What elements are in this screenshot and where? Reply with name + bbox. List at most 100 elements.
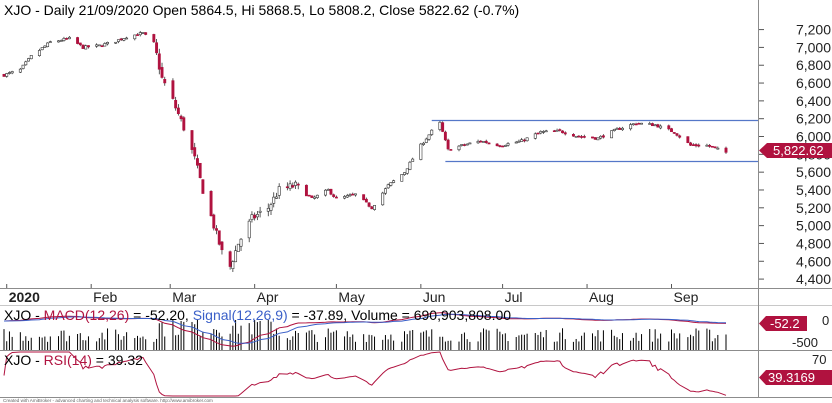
last-price-badge: 5,822.62 xyxy=(759,143,832,158)
candle-down xyxy=(678,135,682,138)
candle-down xyxy=(501,145,505,148)
candle-down xyxy=(449,149,453,151)
candle-up xyxy=(392,180,396,183)
candle-down xyxy=(304,184,308,197)
candle-down xyxy=(307,194,311,197)
candle-up xyxy=(465,143,469,146)
candle-down xyxy=(87,45,90,48)
macd-prefix: XJO - xyxy=(4,307,44,323)
candle-up xyxy=(517,140,521,143)
candle-up xyxy=(250,214,254,220)
candle-down xyxy=(443,131,447,141)
candle-down xyxy=(580,136,584,138)
candle-down xyxy=(65,38,69,40)
candle-down xyxy=(708,145,712,147)
candle-down xyxy=(479,140,483,143)
candle-down xyxy=(522,139,526,142)
x-tick-label: Aug xyxy=(589,289,614,305)
candle-up xyxy=(389,182,393,186)
x-tick-label: Jun xyxy=(423,289,446,305)
candle-down xyxy=(285,186,289,189)
candle-up xyxy=(247,220,251,239)
candle-down xyxy=(198,162,202,178)
candle-down xyxy=(672,132,676,134)
candle-up xyxy=(640,122,643,125)
candle-up xyxy=(324,189,327,196)
candle-up xyxy=(506,143,510,146)
candle-up xyxy=(67,36,71,40)
candle-down xyxy=(351,193,355,196)
candle-up xyxy=(555,129,559,132)
candle-down xyxy=(2,74,6,77)
candle-up xyxy=(422,142,426,145)
candle-down xyxy=(155,42,159,54)
price-y-tick-label: 5,000 xyxy=(796,218,831,234)
macd-value-badge: -52.2 xyxy=(759,316,807,331)
candle-up xyxy=(141,32,145,34)
candle-down xyxy=(675,133,679,136)
candle-down xyxy=(157,53,161,70)
last-price-label: 5,822.62 xyxy=(773,143,824,158)
candle-up xyxy=(138,32,142,36)
candle-up xyxy=(705,144,709,147)
candle-down xyxy=(561,130,564,134)
candle-down xyxy=(689,142,693,146)
candle-down xyxy=(593,137,597,140)
candle-up xyxy=(258,210,262,213)
x-tick-label: Sep xyxy=(674,289,699,305)
candle-up xyxy=(348,194,352,197)
x-tick-label: Feb xyxy=(93,289,117,305)
candle-up xyxy=(5,73,9,77)
candle-up xyxy=(716,147,720,150)
x-tick-label: Mar xyxy=(172,289,196,305)
candle-up xyxy=(236,243,240,252)
candle-up xyxy=(408,161,412,170)
candle-up xyxy=(106,42,109,45)
price-y-tick-label: 4,400 xyxy=(796,271,831,287)
macd-label: MACD(12,26) xyxy=(44,307,130,323)
candle-down xyxy=(296,183,300,186)
price-y-tick-label: 7,200 xyxy=(796,22,831,38)
candle-down xyxy=(650,123,654,127)
last-price-badge-shape xyxy=(759,143,832,158)
candlestick-series xyxy=(2,30,728,272)
candle-down xyxy=(144,32,148,35)
candle-up xyxy=(269,204,273,211)
candle-down xyxy=(310,195,314,198)
candle-down xyxy=(487,142,491,145)
candle-down xyxy=(591,136,594,139)
candle-down xyxy=(160,67,164,78)
candle-up xyxy=(343,196,347,199)
candle-up xyxy=(615,128,619,130)
candle-up xyxy=(427,134,431,140)
rsi-panel-title: XJO - RSI(14) = 39.32 xyxy=(4,352,143,368)
price-y-tick-label: 5,400 xyxy=(796,182,831,198)
macd-value-label: -52.2 xyxy=(770,316,800,331)
price-y-tick-label: 4,800 xyxy=(796,235,831,251)
candle-down xyxy=(171,80,175,99)
price-y-tick-label: 6,600 xyxy=(796,75,831,91)
candle-up xyxy=(234,250,238,263)
footer-credit: Created with AmiBroker - advanced charti… xyxy=(3,398,213,403)
candle-up xyxy=(239,238,243,247)
rsi-prefix: XJO - xyxy=(4,352,44,368)
candle-up xyxy=(29,55,33,60)
candle-up xyxy=(40,47,44,51)
price-channel xyxy=(431,119,758,163)
candle-up xyxy=(373,205,376,210)
candle-up xyxy=(326,189,330,191)
candle-up xyxy=(460,144,464,146)
candle-down xyxy=(637,122,641,125)
price-y-tick-label: 6,000 xyxy=(796,129,831,145)
candle-up xyxy=(419,143,423,160)
price-chart-title: XJO - Daily 21/09/2020 Open 5864.5, Hi 5… xyxy=(4,2,519,18)
candle-up xyxy=(542,131,545,133)
candle-up xyxy=(400,174,404,182)
rsi-value-badge-shape xyxy=(759,370,832,385)
candle-down xyxy=(362,194,366,201)
candle-down xyxy=(329,188,333,195)
signal-value: = -37.89, Volume = 690,903,808.00 xyxy=(288,307,512,323)
candle-down xyxy=(190,130,194,150)
candle-down xyxy=(558,129,562,131)
